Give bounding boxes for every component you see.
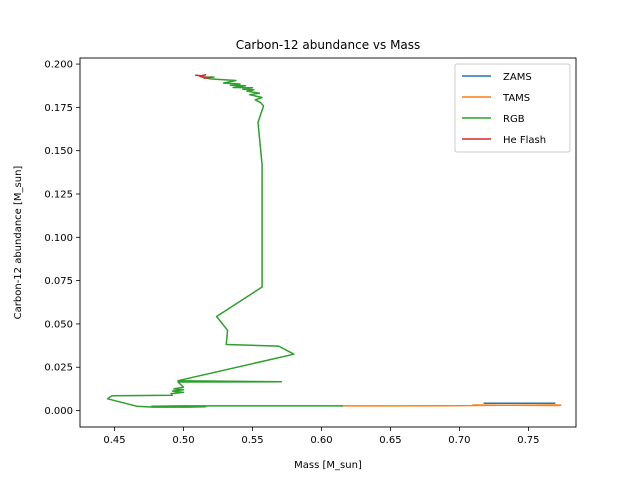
x-tick-label: 0.55 [241, 435, 263, 446]
y-tick-label: 0.025 [44, 363, 73, 374]
y-tick-label: 0.000 [44, 406, 73, 417]
x-axis-label: Mass [M_sun] [294, 460, 362, 471]
y-tick-label: 0.125 [44, 189, 73, 200]
legend-label-zams: ZAMS [503, 72, 532, 83]
legend-label-tams: TAMS [502, 93, 530, 104]
x-tick-label: 0.70 [448, 435, 470, 446]
legend-label-rgb: RGB [503, 114, 525, 125]
x-tick-label: 0.75 [517, 435, 539, 446]
x-tick-label: 0.65 [379, 435, 401, 446]
y-tick-label: 0.075 [44, 276, 73, 287]
x-axis: 0.45 0.50 0.55 0.60 0.65 0.70 0.75 [103, 427, 540, 446]
x-tick-label: 0.45 [103, 435, 125, 446]
legend-frame [454, 63, 571, 153]
y-tick-label: 0.175 [44, 103, 73, 114]
chart-title: Carbon-12 abundance vs Mass [236, 38, 421, 52]
y-tick-label: 0.150 [44, 146, 73, 157]
series-layer [106, 74, 562, 408]
series-line-tams [341, 404, 562, 407]
series-line-he-flash [195, 74, 212, 80]
y-tick-label: 0.200 [44, 60, 73, 71]
y-axis: 0.000 0.025 0.050 0.075 0.100 0.125 0.150 0.175… [44, 60, 80, 417]
x-tick-label: 0.60 [310, 435, 332, 446]
plot-frame [79, 57, 577, 428]
series-line-rgb [106, 76, 343, 408]
y-tick-label: 0.050 [44, 319, 73, 330]
x-tick-label: 0.50 [172, 435, 194, 446]
legend: ZAMS TAMS RGB He Flash [454, 63, 571, 153]
y-tick-label: 0.100 [44, 233, 73, 244]
y-axis-label: Carbon-12 abundance [M_sun] [13, 166, 24, 320]
legend-label-he-flash: He Flash [503, 135, 546, 146]
